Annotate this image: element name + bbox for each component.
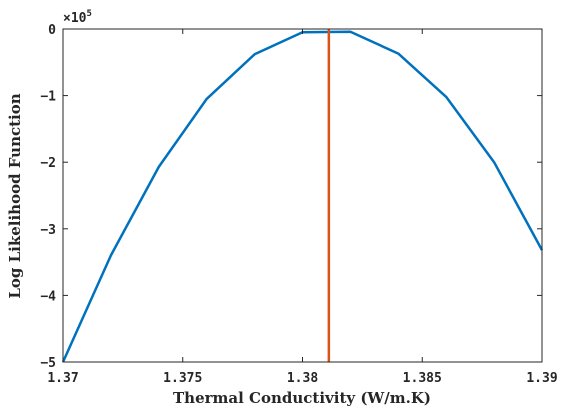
- y-multiplier-label: ×105: [63, 9, 92, 26]
- y-tick-label: −5: [40, 356, 56, 371]
- y-axis-title: Log Likelihood Function: [6, 93, 24, 298]
- x-tick-label: 1.39: [526, 371, 557, 386]
- y-tick-label: −2: [40, 156, 56, 171]
- x-tick-label: 1.37: [47, 371, 78, 386]
- y-tick-label: −1: [40, 90, 56, 105]
- y-tick-label: −4: [40, 289, 56, 304]
- x-tick-label: 1.385: [403, 371, 442, 386]
- x-axis-title: Thermal Conductivity (W/m.K): [173, 389, 431, 407]
- x-tick-label: 1.375: [163, 371, 202, 386]
- y-tick-label: 0: [48, 23, 56, 38]
- y-tick-label: −3: [40, 223, 56, 238]
- x-tick-label: 1.38: [287, 371, 318, 386]
